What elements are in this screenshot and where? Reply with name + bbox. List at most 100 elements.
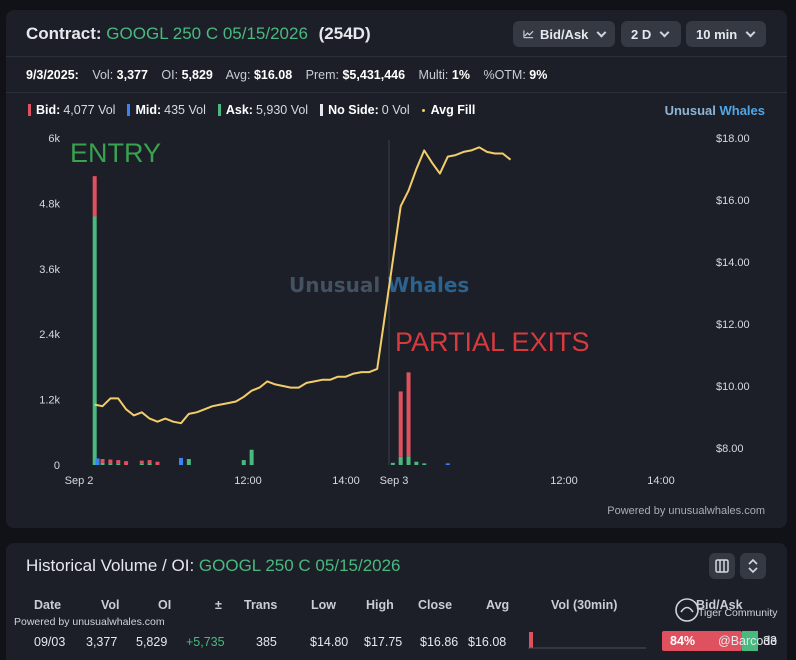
x-axis-tick: 12:00 — [234, 475, 262, 487]
contract-label: Contract: — [26, 24, 102, 43]
right-axis-tick: $12.00 — [716, 319, 750, 331]
volume-bar-bid — [155, 461, 160, 465]
stats-date: 9/3/2025: — [26, 68, 79, 82]
col-oi[interactable]: OI — [158, 598, 172, 612]
brand-logo: Unusual Whales — [664, 103, 765, 118]
stats-prem-label: Prem: — [305, 68, 339, 82]
volume-bar-bid — [406, 372, 411, 457]
legend-ask: Ask: 5,930 Vol — [217, 103, 308, 117]
col-avg[interactable]: Avg — [486, 598, 510, 612]
stats-otm: 9% — [529, 68, 548, 82]
x-axis-tick: 14:00 — [647, 475, 675, 487]
stats-multi-label: Multi: — [418, 68, 449, 82]
volume-bar-bid — [100, 459, 105, 463]
col-date[interactable]: Date — [34, 598, 62, 612]
right-axis-tick: $10.00 — [716, 381, 750, 393]
columns-icon — [715, 559, 729, 573]
volume-bar-mid — [445, 463, 450, 465]
volume-bar-ask — [92, 216, 97, 465]
legend-no-side: No Side: 0 Vol — [320, 103, 410, 117]
legend-mid: Mid: 435 Vol — [127, 103, 206, 117]
row-avg: $16.08 — [468, 635, 507, 649]
col-vol[interactable]: Vol — [101, 598, 120, 612]
col-close[interactable]: Close — [418, 598, 453, 612]
volume-bar-bid — [124, 461, 129, 465]
row-change: +5,735 — [186, 635, 225, 649]
volume-bar-ask — [406, 456, 411, 465]
row-vol: 3,377 — [86, 635, 118, 649]
stats-divider — [6, 92, 787, 93]
left-axis-tick: 1.2k — [39, 395, 60, 407]
stats-otm-label: %OTM: — [483, 68, 526, 82]
col-vol-30min[interactable]: Vol (30min) — [551, 598, 618, 612]
price-mode-dropdown[interactable]: Bid/Ask — [513, 21, 615, 47]
volume-bar-ask — [100, 462, 105, 465]
barcode-watermark: @Barcode — [718, 634, 778, 648]
col-change[interactable]: ± — [215, 598, 222, 612]
legend-bid: Bid: 4,077 Vol — [28, 103, 115, 117]
row-close: $16.86 — [420, 635, 459, 649]
x-axis-tick: Sep 3 — [380, 475, 409, 487]
volume-bar-ask — [116, 463, 121, 465]
partial-exits-annotation: PARTIAL EXITS — [395, 327, 590, 357]
header-divider — [6, 56, 787, 57]
right-axis-tick: $16.00 — [716, 195, 750, 207]
stats-oi-label: OI: — [161, 68, 179, 82]
volume-bar-bid — [147, 460, 152, 464]
col-trans[interactable]: Trans — [244, 598, 278, 612]
chart-watermark-accent: Whales — [387, 273, 469, 297]
row-oi: 5,829 — [136, 635, 168, 649]
stats-multi: 1% — [451, 68, 470, 82]
volume-bar-ask — [414, 461, 419, 465]
right-axis-tick: $18.00 — [716, 133, 750, 145]
left-axis-tick: 3.6k — [39, 264, 60, 276]
right-axis-tick: $8.00 — [716, 443, 744, 455]
volume-bar-bid — [398, 391, 403, 457]
price-mode-label: Bid/Ask — [540, 26, 589, 42]
volume-bar-bid — [108, 459, 113, 464]
row-high: $17.75 — [364, 635, 403, 649]
volume-bar-mid — [179, 457, 183, 465]
volume-bar-ask — [390, 462, 395, 465]
chart-legend: Bid: 4,077 Vol Mid: 435 Vol Ask: 5,930 Vol … — [28, 103, 490, 117]
powered-by: Powered by unusualwhales.com — [607, 505, 765, 517]
right-axis-tick: $14.00 — [716, 257, 750, 269]
volume-bar-mid — [95, 458, 100, 465]
ask-tail: 33 — [763, 634, 777, 648]
stats-oi: 5,829 — [181, 68, 213, 82]
volume-bar-bid — [116, 460, 121, 464]
volume-bar-ask — [249, 449, 254, 465]
historical-header: Historical Volume / OI: GOOGL 250 C 05/1… — [26, 556, 401, 576]
volume-bar-ask — [398, 456, 403, 465]
tiger-community-watermark: Tiger Community — [675, 598, 778, 622]
col-low[interactable]: Low — [311, 598, 336, 612]
row-trans: 385 — [256, 635, 277, 649]
col-high[interactable]: High — [366, 598, 394, 612]
stats-avg-label: Avg: — [225, 68, 251, 82]
volume-bar-ask — [108, 463, 113, 465]
sort-button[interactable] — [740, 553, 766, 579]
interval-dropdown[interactable]: 10 min — [686, 21, 766, 47]
range-label: 2 D — [631, 26, 652, 42]
bid-percent: 84% — [670, 634, 696, 648]
sort-icon — [748, 558, 758, 574]
stats-vol-label: Vol: — [92, 68, 114, 82]
col-bid-ask[interactable]: Bid/Ask — [696, 598, 743, 612]
legend-avg-fill: Avg Fill — [421, 103, 479, 117]
volume-bar-ask — [147, 463, 152, 465]
historical-panel: Historical Volume / OI: GOOGL 250 C 05/1… — [6, 543, 787, 660]
columns-button[interactable] — [709, 553, 735, 579]
contract-header: Contract: GOOGL 250 C 05/15/2026 (254D) — [26, 24, 371, 44]
range-dropdown[interactable]: 2 D — [621, 21, 681, 47]
x-axis-tick: 12:00 — [550, 475, 578, 487]
entry-annotation: ENTRY — [70, 138, 161, 168]
contract-ticker: GOOGL 250 C 05/15/2026 — [106, 24, 308, 43]
line-chart-icon — [523, 30, 534, 39]
days-to-expiry: (254D) — [318, 24, 371, 43]
tiger-logo-icon — [675, 598, 699, 622]
contract-chart-panel: Contract: GOOGL 250 C 05/15/2026 (254D) … — [6, 10, 787, 528]
vol-30min-sparkline — [528, 632, 646, 649]
volume-bar-ask — [186, 459, 191, 465]
x-axis-tick: 14:00 — [332, 475, 360, 487]
x-axis-tick: Sep 2 — [65, 475, 94, 487]
